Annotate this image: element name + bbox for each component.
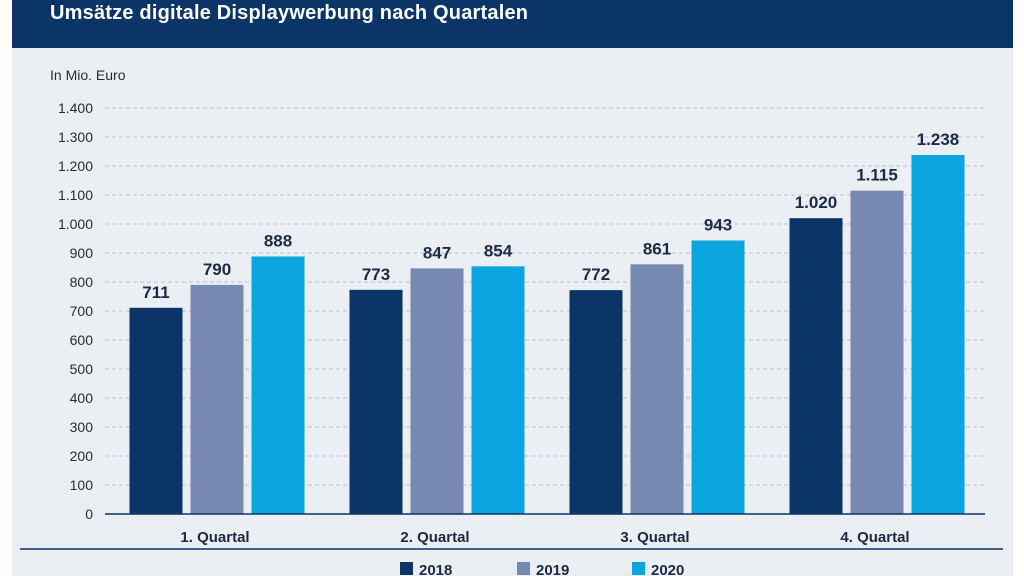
data-label: 773	[362, 265, 390, 284]
data-label: 861	[643, 239, 671, 258]
bar-2018	[789, 218, 843, 514]
y-tick-label: 1.200	[58, 158, 93, 174]
y-tick-label: 1.400	[58, 100, 93, 116]
bar-2018	[569, 290, 623, 514]
legend-label: 2020	[651, 562, 684, 576]
y-tick-label: 400	[70, 390, 94, 406]
y-tick-label: 0	[85, 506, 93, 522]
legend-item: 2018	[400, 562, 452, 576]
legend-label: 2018	[419, 562, 452, 576]
y-axis-unit-label: In Mio. Euro	[50, 67, 126, 83]
legend-swatch	[632, 562, 645, 575]
y-tick-label: 800	[70, 274, 94, 290]
legend-label: 2019	[536, 562, 569, 576]
data-label: 1.115	[856, 166, 898, 185]
bar-2018	[129, 307, 183, 514]
x-category-label: 2. Quartal	[400, 529, 469, 546]
bar-2019	[410, 268, 464, 514]
legend-item: 2019	[517, 562, 569, 576]
bar-2019	[850, 190, 904, 514]
legend-swatch	[400, 562, 413, 575]
y-tick-label: 1.000	[58, 216, 93, 232]
bar-2020	[471, 266, 525, 514]
data-label: 1.020	[795, 193, 838, 212]
legend-swatch	[517, 562, 530, 575]
bar-2018	[349, 289, 403, 514]
data-label: 943	[704, 216, 732, 235]
y-tick-label: 1.100	[58, 187, 93, 203]
x-axis-categories: 1. Quartal 2. Quartal 3. Quartal 4. Quartal	[180, 529, 909, 546]
y-tick-label: 600	[70, 332, 94, 348]
x-category-label: 3. Quartal	[620, 529, 689, 546]
y-tick-label: 1.300	[58, 129, 93, 145]
x-category-label: 4. Quartal	[840, 529, 909, 546]
legend-item: 2020	[632, 562, 684, 576]
bar-2019	[190, 284, 244, 514]
data-label: 888	[264, 231, 292, 250]
value-labels: 711 790 888 773 847 854 772 861 943 1.020 1.115 1.2…	[142, 130, 959, 302]
data-label: 790	[203, 260, 231, 279]
bar-2020	[691, 240, 745, 514]
legend: 2018 2019 2020	[400, 562, 684, 576]
y-tick-label: 200	[70, 448, 94, 464]
data-label: 772	[582, 265, 610, 284]
bar-2019	[630, 264, 684, 514]
bar-2020	[911, 154, 965, 515]
y-tick-label: 900	[70, 245, 94, 261]
data-label: 711	[142, 283, 169, 302]
data-label: 1.238	[917, 130, 960, 149]
y-tick-label: 100	[70, 477, 94, 493]
bars	[129, 154, 965, 515]
y-tick-label: 300	[70, 419, 94, 435]
chart-title: Umsätze digitale Displaywerbung nach Qua…	[50, 2, 529, 24]
chart-header: Umsätze digitale Displaywerbung nach Qua…	[12, 0, 1013, 48]
data-label: 847	[423, 243, 451, 262]
y-axis-ticks: 0 100 200 300 400 500 600 700 800 900 1.000 1.100 1.…	[58, 100, 93, 522]
x-category-label: 1. Quartal	[180, 529, 249, 546]
data-label: 854	[484, 241, 513, 260]
bar-2020	[251, 256, 305, 514]
y-tick-label: 700	[70, 303, 94, 319]
y-tick-label: 500	[70, 361, 94, 377]
